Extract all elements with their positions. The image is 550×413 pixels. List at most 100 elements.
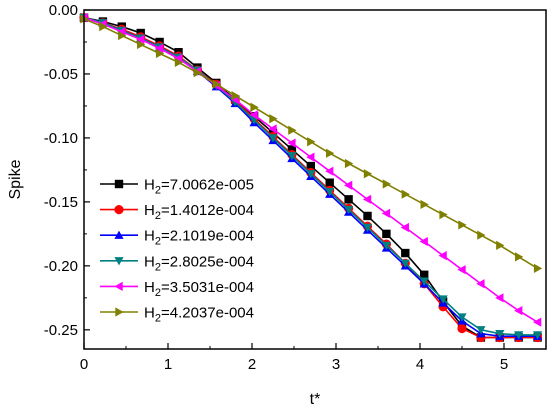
legend-label-subscript: 2 xyxy=(155,287,161,299)
triangle-right-marker xyxy=(344,158,354,169)
triangle-left-marker xyxy=(114,281,123,291)
y-tick-label: -0.20 xyxy=(44,258,78,275)
y-axis-label: Spike xyxy=(7,159,24,199)
triangle-down-marker xyxy=(287,152,297,161)
legend-label-value: =3.5031e-004 xyxy=(161,279,254,296)
legend-label-value: =2.1019e-004 xyxy=(161,228,254,245)
square-marker xyxy=(401,248,410,258)
legend-entry-1: H2=7.0062e-005 xyxy=(100,177,254,197)
triangle-down-marker xyxy=(325,187,335,197)
legend-label: H2=3.5031e-004 xyxy=(144,279,254,299)
triangle-right-marker xyxy=(496,240,505,250)
x-tick-label: 5 xyxy=(500,356,508,373)
triangle-left-marker xyxy=(476,279,485,289)
x-tick-label: 0 xyxy=(80,356,88,373)
y-tick-label: -0.25 xyxy=(44,322,78,339)
triangle-left-marker xyxy=(419,236,428,247)
legend-label-prefix: H xyxy=(144,202,155,219)
triangle-left-marker xyxy=(381,208,391,218)
square-marker xyxy=(114,179,124,189)
square-marker xyxy=(306,161,315,171)
triangle-right-marker xyxy=(363,169,373,179)
triangle-left-marker xyxy=(325,166,334,176)
triangle-left-marker xyxy=(533,317,542,327)
triangle-right-marker xyxy=(477,230,486,240)
triangle-down-marker xyxy=(306,170,316,179)
triangle-right-marker xyxy=(439,210,448,220)
legend-label: H2=2.8025e-004 xyxy=(144,253,254,273)
legend-label-subscript: 2 xyxy=(155,236,161,248)
circle-marker xyxy=(114,205,124,215)
triangle-up-marker xyxy=(114,230,124,239)
triangle-down-marker xyxy=(457,313,467,322)
triangle-left-marker xyxy=(514,306,523,316)
triangle-right-marker xyxy=(137,39,146,50)
x-tick-label: 2 xyxy=(248,356,256,373)
legend-label: H2=2.1019e-004 xyxy=(144,228,254,248)
triangle-down-marker xyxy=(114,257,124,266)
square-marker xyxy=(363,211,372,221)
triangle-left-marker xyxy=(457,265,466,275)
legend-label-prefix: H xyxy=(144,177,155,194)
x-tick-label: 3 xyxy=(332,356,340,373)
y-tick-label: -0.05 xyxy=(44,66,78,83)
triangle-right-marker xyxy=(115,307,124,317)
triangle-right-marker xyxy=(118,30,127,41)
legend-entry-4: H2=2.8025e-004 xyxy=(100,253,254,273)
plot-frame xyxy=(83,9,547,350)
legend-entry-5: H2=3.5031e-004 xyxy=(100,279,254,299)
y-tick-label: -0.15 xyxy=(44,194,78,211)
triangle-right-marker xyxy=(174,57,184,68)
legend-entry-6: H2=4.2037e-004 xyxy=(100,305,254,325)
legend-label-value: =4.2037e-004 xyxy=(161,305,254,322)
triangle-down-marker xyxy=(381,241,391,250)
legend-label-value: =7.0062e-005 xyxy=(161,177,254,194)
legend-label-value: =2.8025e-004 xyxy=(161,253,254,270)
legend-label-prefix: H xyxy=(144,279,155,296)
triangle-right-marker xyxy=(382,179,391,189)
triangle-right-marker xyxy=(212,79,221,89)
x-tick-label: 1 xyxy=(164,356,172,373)
legend-label-subscript: 2 xyxy=(155,210,161,222)
triangle-left-marker xyxy=(268,124,277,134)
legend-label: H2=7.0062e-005 xyxy=(144,177,254,197)
triangle-down-marker xyxy=(344,205,354,215)
triangle-down-marker xyxy=(419,277,429,286)
triangle-right-marker xyxy=(401,189,410,199)
circle-marker xyxy=(457,323,467,334)
square-marker xyxy=(325,178,334,187)
legend-label: H2=1.4012e-004 xyxy=(144,202,254,222)
triangle-left-marker xyxy=(438,251,447,261)
legend-label-subscript: 2 xyxy=(155,261,161,273)
triangle-right-marker xyxy=(269,114,278,124)
ticks-layer: 0 1 2 3 4 5 0.00 -0.05 -0.10 -0.15 -0.20 -0.25 xyxy=(44,2,508,373)
legend-label-subscript: 2 xyxy=(155,185,161,197)
triangle-right-marker xyxy=(515,252,524,262)
legend-label: H2=4.2037e-004 xyxy=(144,305,254,325)
y-tick-label: -0.10 xyxy=(44,130,78,147)
triangle-down-marker xyxy=(362,223,373,233)
triangle-left-marker xyxy=(249,110,258,120)
triangle-right-marker xyxy=(99,22,108,32)
triangle-down-marker xyxy=(400,259,410,268)
legend-label-prefix: H xyxy=(144,305,155,322)
legend-entry-2: H2=1.4012e-004 xyxy=(100,202,254,222)
triangle-left-marker xyxy=(400,222,409,233)
square-marker xyxy=(344,195,353,204)
legend-label-value: =1.4012e-004 xyxy=(161,202,254,219)
triangle-down-marker xyxy=(495,329,505,339)
legend-label-subscript: 2 xyxy=(155,313,161,325)
triangle-right-marker xyxy=(420,199,429,210)
legend-label-prefix: H xyxy=(144,253,155,270)
legend-entry-3: H2=2.1019e-004 xyxy=(100,228,254,248)
triangle-down-marker xyxy=(268,134,278,143)
series-layer xyxy=(79,13,543,343)
triangle-right-marker xyxy=(288,125,297,135)
square-marker xyxy=(382,229,391,239)
triangle-right-marker xyxy=(326,148,335,158)
triangle-right-marker xyxy=(458,220,467,230)
triangle-right-marker xyxy=(533,263,543,274)
x-axis-label: t* xyxy=(310,391,321,408)
